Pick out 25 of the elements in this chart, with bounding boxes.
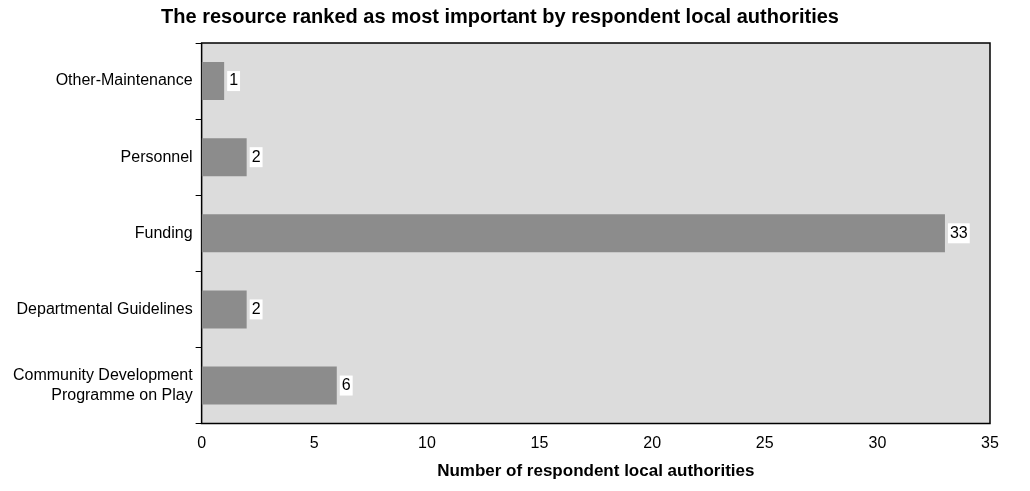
x-tick-label: 30 <box>868 434 887 452</box>
data-label: 1 <box>229 71 239 89</box>
chart-title: The resource ranked as most important by respondent local authorities <box>161 4 839 27</box>
bar <box>201 62 225 101</box>
x-tick-label: 10 <box>417 434 436 452</box>
y-tick-label: Other-Maintenance <box>55 71 193 89</box>
x-tick-label: 15 <box>530 434 549 452</box>
bar <box>201 290 247 329</box>
y-tick-label: Funding <box>134 223 193 241</box>
x-tick-label: 0 <box>197 434 207 452</box>
bar <box>201 214 945 253</box>
data-label: 33 <box>949 223 968 241</box>
x-axis-title: Number of respondent local authorities <box>437 461 755 481</box>
bar <box>201 366 337 405</box>
y-tick-label: Departmental Guidelines <box>16 299 193 317</box>
x-tick-label: 5 <box>309 434 319 452</box>
data-label: 2 <box>251 299 261 317</box>
x-tick-label: 35 <box>981 434 999 452</box>
y-tick-label: Community Development Programme on Play <box>13 366 194 403</box>
x-tick-label: 25 <box>755 434 774 452</box>
y-tick-label: Personnel <box>120 147 193 165</box>
data-label: 6 <box>341 375 351 393</box>
data-label: 2 <box>251 147 261 165</box>
bar <box>201 138 247 177</box>
x-tick-label: 20 <box>643 434 662 452</box>
